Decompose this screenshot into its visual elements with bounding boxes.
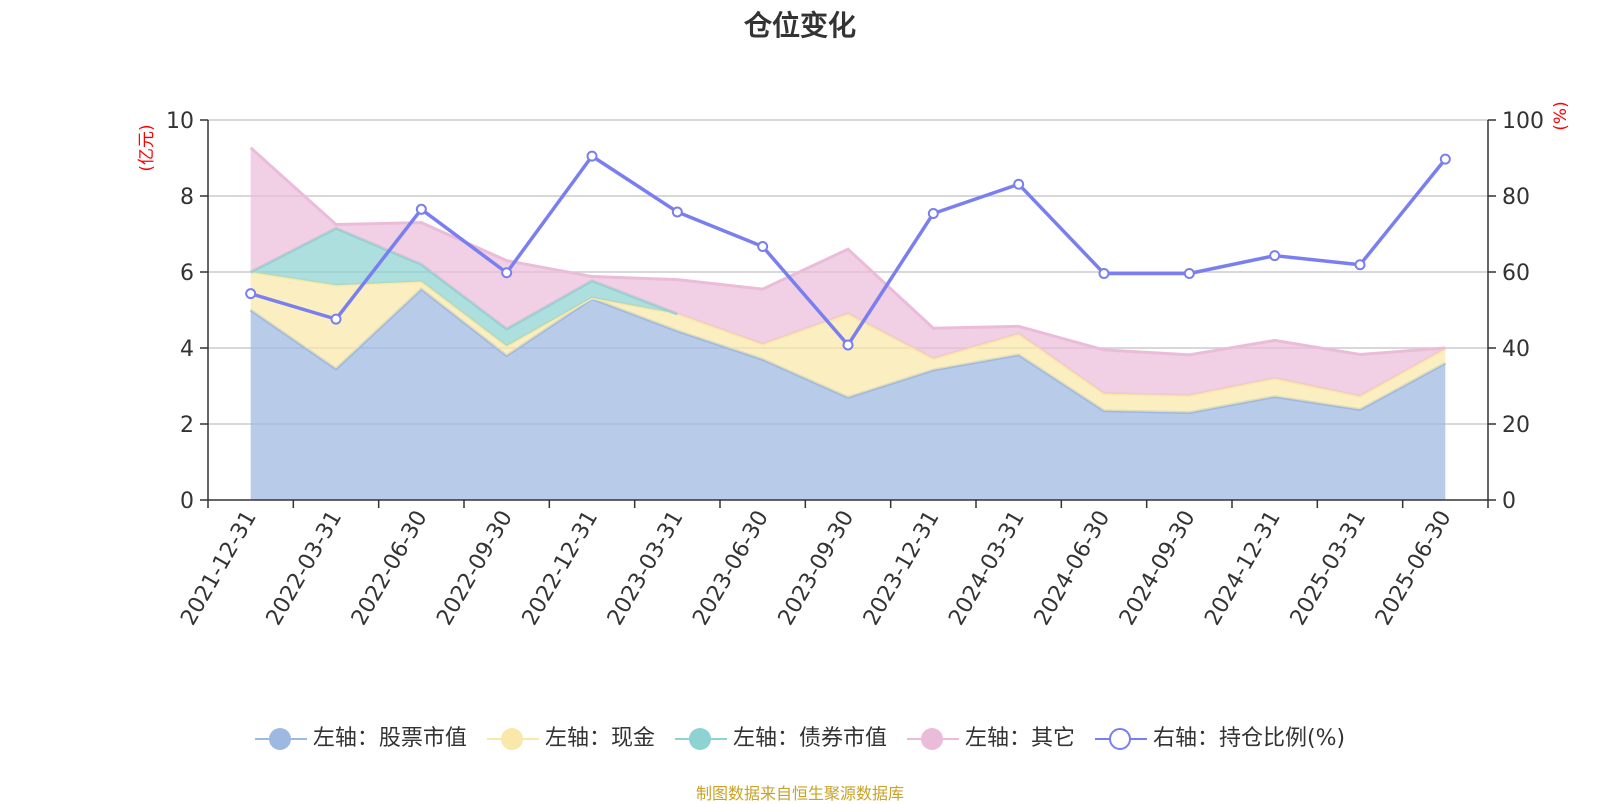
holding-ratio-point (1439, 153, 1451, 165)
holding-ratio-point (330, 313, 342, 325)
x-tick-label: 2024-09-30 (1115, 507, 1201, 630)
x-tick-label: 2023-09-30 (774, 507, 860, 630)
x-tick-label: 2023-06-30 (688, 507, 774, 630)
legend-item[interactable]: 右轴：持仓比例(%) (1094, 720, 1346, 752)
left-tick-label: 6 (180, 261, 194, 286)
x-tick-label: 2023-03-31 (603, 507, 689, 630)
x-tick-label: 2022-03-31 (262, 507, 348, 630)
right-tick-label: 80 (1502, 185, 1530, 210)
legend-label: 右轴：持仓比例(%) (1152, 726, 1346, 751)
legend-marker (1108, 728, 1131, 750)
legend-symbol (906, 727, 959, 751)
chart-title: 仓位变化 (743, 9, 856, 42)
legend-symbol (254, 727, 307, 751)
area-series-2 (250, 228, 1446, 397)
x-tick-label: 2022-09-30 (432, 507, 518, 630)
left-tick-label: 2 (180, 413, 194, 438)
holding-ratio-point (1183, 268, 1195, 280)
source-note: 制图数据来自恒生聚源数据库 (695, 784, 904, 803)
holding-ratio-point (415, 203, 427, 215)
holding-ratio-point (842, 339, 854, 351)
x-tick-label: 2023-12-31 (859, 507, 945, 630)
x-tick-label: 2025-03-31 (1286, 507, 1372, 630)
legend-item[interactable]: 左轴：债券市值 (674, 720, 887, 752)
right-tick-label: 0 (1502, 489, 1516, 514)
left-tick-label: 0 (180, 489, 194, 514)
legend-label: 左轴：股票市值 (312, 726, 467, 751)
holding-ratio-point (757, 241, 769, 253)
holding-ratio-point (1269, 250, 1281, 262)
holding-ratio-point (1098, 268, 1110, 280)
legend-label: 左轴：现金 (544, 726, 655, 751)
left-tick-label: 10 (166, 109, 194, 134)
holding-ratio-point (586, 150, 598, 162)
holding-ratio-point (245, 288, 257, 300)
legend-label: 左轴：其它 (964, 726, 1075, 751)
right-tick-label: 40 (1502, 337, 1530, 362)
left-tick-label: 8 (180, 185, 194, 210)
chart-legend: 左轴：股票市值 左轴：现金 左轴：债券市值 左轴：其它 右轴：持仓比例(%) (0, 720, 1600, 752)
x-tick-label: 2022-06-30 (347, 507, 433, 630)
x-tick-label: 2022-12-31 (518, 507, 604, 630)
legend-label: 左轴：债券市值 (732, 726, 887, 751)
legend-item[interactable]: 左轴：其它 (906, 720, 1075, 752)
legend-symbol (674, 727, 727, 751)
x-tick-label: 2021-12-31 (176, 507, 262, 630)
x-tick-label: 2024-03-31 (944, 507, 1030, 630)
legend-symbol (1094, 727, 1147, 751)
holding-ratio-point (501, 267, 513, 279)
left-tick-label: 4 (180, 337, 194, 362)
holding-ratio-point (927, 207, 939, 219)
right-axis-unit-label: (%) (1551, 101, 1571, 130)
left-axis-unit-label: (亿元) (137, 124, 157, 171)
area-series-edge-3 (249, 146, 1446, 357)
right-tick-label: 20 (1502, 413, 1530, 438)
legend-marker (688, 728, 711, 750)
holding-ratio-point (1013, 178, 1025, 190)
legend-marker (500, 728, 523, 750)
legend-marker (268, 728, 291, 750)
holding-ratio-point (1354, 259, 1366, 271)
x-tick-label: 2024-12-31 (1200, 507, 1286, 630)
holding-ratio-point (671, 206, 683, 218)
legend-marker (920, 728, 943, 750)
legend-symbol (486, 727, 539, 751)
area-series-3 (250, 147, 1446, 397)
right-tick-label: 60 (1502, 261, 1530, 286)
legend-item[interactable]: 左轴：现金 (486, 720, 655, 752)
right-tick-label: 100 (1502, 109, 1544, 134)
area-series-0 (250, 289, 1446, 500)
x-tick-label: 2024-06-30 (1030, 507, 1116, 630)
x-tick-label: 2025-06-30 (1371, 507, 1457, 630)
legend-item[interactable]: 左轴：股票市值 (254, 720, 467, 752)
